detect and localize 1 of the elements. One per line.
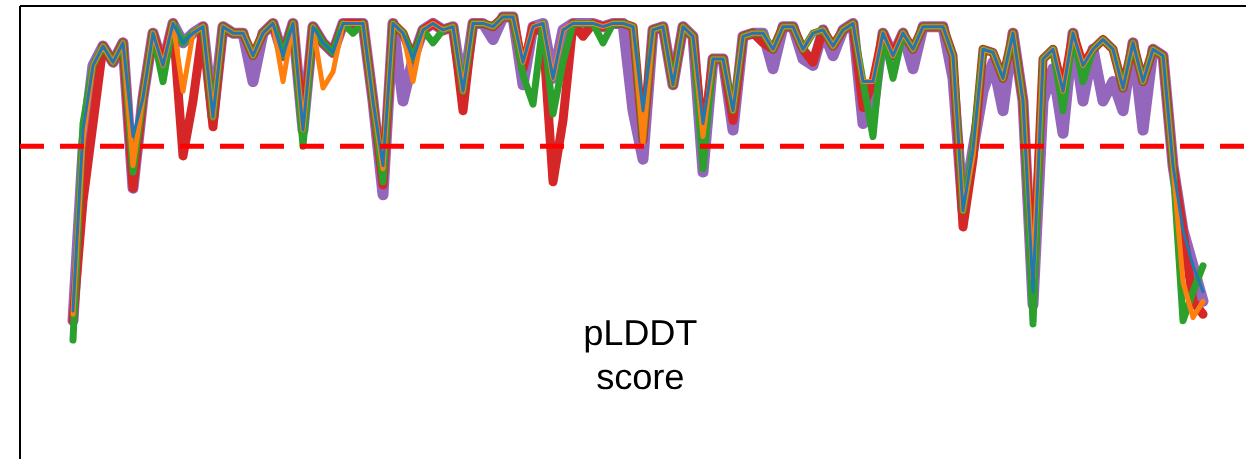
annotation: pLDDT score [585,320,697,390]
